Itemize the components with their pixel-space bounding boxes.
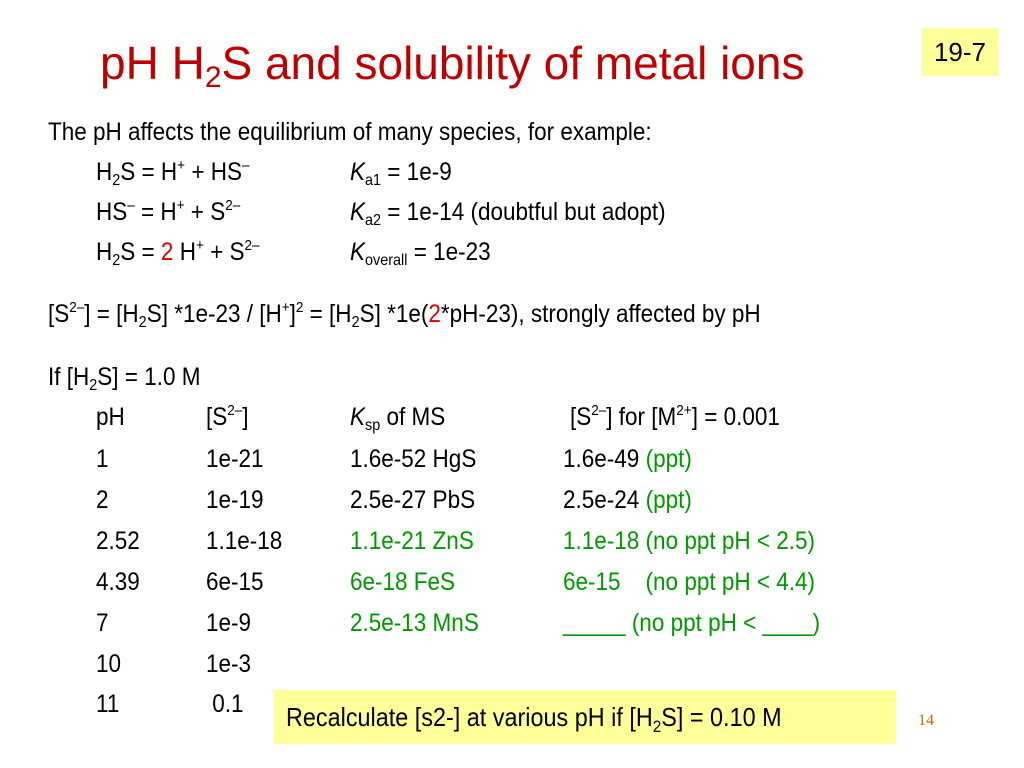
cell-sulfide: 6e-15 xyxy=(206,568,264,596)
cell-ph: 4.39 xyxy=(96,568,140,596)
cell-sulfide: 1e-19 xyxy=(206,486,264,514)
slide-title: pH H2S and solubility of metal ions xyxy=(100,37,805,94)
equation-1: H2S = H+ + HS– xyxy=(96,157,250,189)
equation-2: HS– = H+ + S2– xyxy=(96,197,241,226)
header-ksp: Ksp of MS xyxy=(350,403,446,434)
cell-ph: 7 xyxy=(96,609,109,637)
cell-ph: 1 xyxy=(96,445,109,473)
cell-ph: 11 xyxy=(96,690,120,718)
header-ph: pH xyxy=(96,403,125,431)
cell-ksp: 2.5e-27 PbS xyxy=(350,486,476,514)
cell-ph: 10 xyxy=(96,650,122,678)
cell-result: 1.6e-49 (ppt) xyxy=(563,445,692,473)
equation-3-constant: Koverall = 1e-23 xyxy=(350,238,491,269)
page-number: 14 xyxy=(918,712,934,729)
cell-result: 2.5e-24 (ppt) xyxy=(563,486,692,514)
cell-sulfide: 1e-3 xyxy=(206,650,252,678)
equation-2-constant: Ka2 = 1e-14 (doubtful but adopt) xyxy=(350,198,666,229)
equation-1-constant: Ka1 = 1e-9 xyxy=(350,158,452,189)
equation-3: H2S = 2 H+ + S2– xyxy=(96,237,260,269)
cell-sulfide: 1.1e-18 xyxy=(206,527,283,555)
cell-sulfide: 1e-21 xyxy=(206,445,264,473)
cell-ksp: 1.1e-21 ZnS xyxy=(350,527,474,555)
slide-number-badge: 19-7 xyxy=(922,28,998,76)
cell-result: 1.1e-18 (no ppt pH < 2.5) xyxy=(563,527,816,555)
cell-ksp: 2.5e-13 MnS xyxy=(350,609,479,637)
cell-result: 6e-15 (no ppt pH < 4.4) xyxy=(563,568,816,596)
cell-ksp: 6e-18 FeS xyxy=(350,568,456,596)
cell-ph: 2.52 xyxy=(96,527,140,555)
cell-sulfide: 0.1 xyxy=(206,690,244,718)
intro-text: The pH affects the equilibrium of many s… xyxy=(48,118,652,146)
cell-sulfide: 1e-9 xyxy=(206,609,252,637)
cell-ksp: 1.6e-52 HgS xyxy=(350,445,477,473)
recalculate-note: Recalculate [s2-] at various pH if [H2S]… xyxy=(274,690,896,744)
condition-text: If [H2S] = 1.0 M xyxy=(48,363,201,394)
header-result: [S2–] for [M2+] = 0.001 xyxy=(570,402,780,431)
header-sulfide: [S2–] xyxy=(206,402,249,431)
cell-result: _____ (no ppt pH < ____) xyxy=(563,609,821,637)
cell-ph: 2 xyxy=(96,486,109,514)
sulfide-relation: [S2–] = [H2S] *1e-23 / [H+]2 = [H2S] *1e… xyxy=(48,299,761,331)
